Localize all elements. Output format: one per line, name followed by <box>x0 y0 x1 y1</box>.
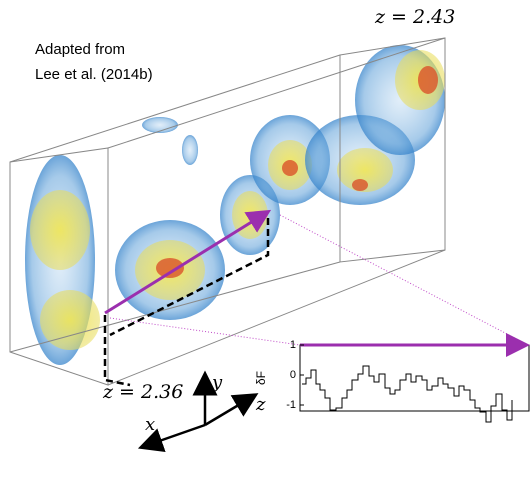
credit-line: Lee et al. (2014b) <box>35 66 153 83</box>
figure: δF Adapted from Lee et al. (2014b) z = 2… <box>0 0 530 484</box>
axis-label: z <box>255 394 266 415</box>
inset-ylabel: δF <box>254 371 268 385</box>
y-tick-label: 0 <box>290 369 296 381</box>
z-label: z = 2.36 <box>102 381 183 403</box>
z-label: z = 2.43 <box>374 6 455 28</box>
credit-line: Adapted from <box>35 41 125 58</box>
y-tick-label: -1 <box>286 399 296 411</box>
volume-render <box>25 45 445 365</box>
inset-frame <box>300 345 529 411</box>
axis-label: y <box>211 372 223 393</box>
figure-canvas: δF Adapted from Lee et al. (2014b) z = 2… <box>0 0 530 484</box>
axis-label: x <box>145 414 155 435</box>
y-tick-label: 1 <box>290 339 296 351</box>
